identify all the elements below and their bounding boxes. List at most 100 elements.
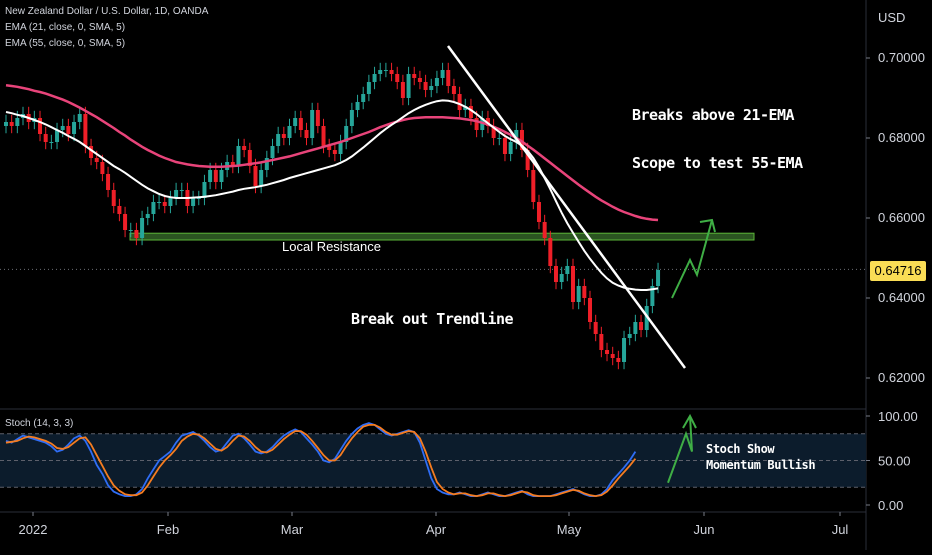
candle-body [293,118,298,126]
price-tick-label: 0.68000 [878,130,925,145]
stoch-tick-label: 0.00 [878,498,903,513]
candle-body [4,122,8,126]
candle-body [310,110,315,138]
candle-body [117,206,122,214]
candle-body [400,82,405,98]
candle-body [582,286,587,298]
candle-body [429,86,434,90]
candle-body [304,130,309,138]
candle-body [77,114,82,122]
candle-body [565,266,570,274]
candle-body [633,322,638,334]
candle-body [349,110,354,126]
price-tick-label: 0.64000 [878,290,925,305]
candle-body [196,198,201,199]
projection-arrow-main [671,219,713,299]
stoch-legend[interactable]: Stoch (14, 3, 3) [5,418,74,429]
projection-arrowhead-main [699,218,716,233]
candle-body [571,266,575,302]
annotation-breaks-above: Breaks above 21-EMA [632,106,795,124]
candle-body [344,126,349,142]
local-resistance-label: Local Resistance [282,239,381,254]
annotation-scope: Scope to test 55-EMA [632,154,803,172]
candle-body [605,350,610,354]
annotation-break-out: Break out Trendline [351,310,514,328]
ema55-legend[interactable]: EMA (55, close, 0, SMA, 5) [5,38,126,49]
candle-body [202,182,207,198]
candle-body [423,82,428,90]
candle-body [298,118,303,130]
candle-body [236,146,241,166]
candle-body [191,198,196,206]
candle-body [219,170,224,182]
candle-body [451,86,456,94]
candle-body [287,126,292,138]
candle-body [338,142,343,154]
candle-body [332,150,337,154]
candle-body [434,78,439,86]
resistance-zone [129,232,755,241]
candle-body [140,218,145,238]
candle-body [491,126,496,138]
candle-body [610,354,615,358]
candle-body [253,166,258,186]
symbol-legend[interactable]: New Zealand Dollar / U.S. Dollar, 1D, OA… [5,6,209,17]
candle-body [145,214,150,218]
candle-body [43,134,48,142]
candle-body [264,158,269,170]
price-axis-unit: USD [878,10,905,25]
time-tick-label: Jun [694,522,715,537]
candle-body [15,118,20,126]
annotation-stoch-line1: Stoch Show [706,442,775,456]
candle-body [315,110,320,126]
candle-body [548,238,553,266]
candles-group [4,62,661,370]
candle-body [412,74,417,78]
candle-body [576,286,581,302]
candle-body [134,230,139,238]
candle-body [497,138,502,139]
candle-body [508,142,513,154]
candle-body [38,118,43,134]
candle-body [531,170,536,202]
time-tick-label: Apr [426,522,447,537]
price-tick-label: 0.66000 [878,210,925,225]
ema21-legend[interactable]: EMA (21, close, 0, SMA, 5) [5,22,126,33]
candle-body [553,266,558,282]
candle-body [378,70,383,74]
candle-body [94,158,99,162]
candle-body [151,202,156,214]
candle-body [179,190,184,191]
candle-body [83,114,88,146]
projection-arrowhead-stoch [682,413,697,429]
candle-body [9,122,14,126]
candle-body [502,138,507,154]
candle-body [55,130,60,142]
stoch-k-line [5,422,637,497]
candle-body [321,126,326,146]
candle-body [60,126,65,130]
candle-body [536,202,541,222]
candle-body [395,74,400,82]
trendline [446,45,687,369]
candle-body [66,126,71,134]
time-tick-label: 2022 [19,522,48,537]
candle-body [468,106,473,118]
candle-body [327,146,332,150]
time-tick-label: May [557,522,582,537]
candle-body [276,134,281,146]
candle-body [656,270,661,286]
candle-body [514,130,519,142]
price-tick-label: 0.62000 [878,370,925,385]
candle-body [361,94,366,102]
candle-body [242,146,247,150]
candle-body [588,298,593,322]
candle-body [111,190,116,206]
candle-body [446,70,451,86]
candle-body [174,190,179,198]
candle-body [100,162,105,174]
candle-body [463,106,468,110]
candle-body [525,150,530,170]
